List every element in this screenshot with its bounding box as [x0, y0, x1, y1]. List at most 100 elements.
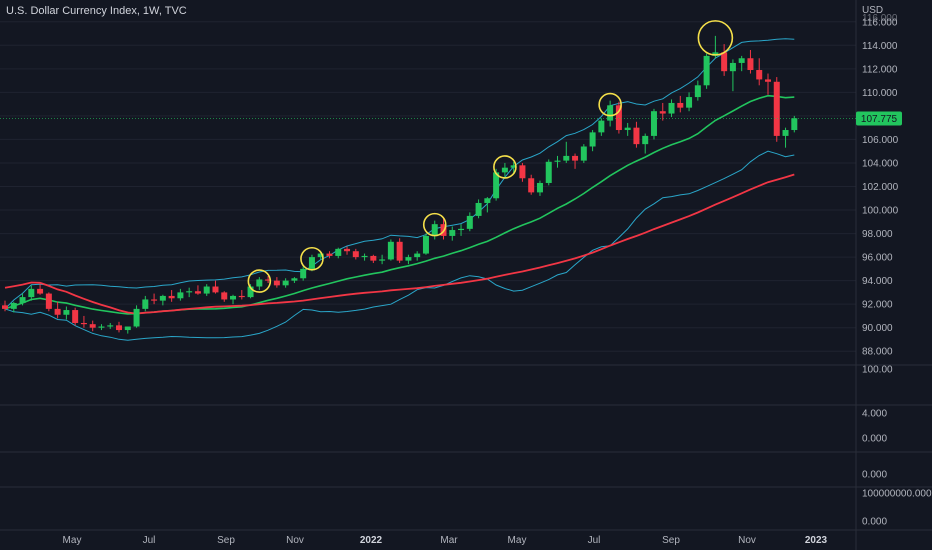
candle-body — [63, 310, 70, 315]
y-tick-label: 112.000 — [862, 64, 898, 75]
candle-body — [256, 279, 263, 287]
chart-title: U.S. Dollar Currency Index, 1W, TVC — [6, 5, 187, 17]
pane-axis-label: 0.000 — [862, 517, 887, 528]
candle-body — [19, 297, 26, 303]
highlight-circle — [493, 155, 517, 179]
candle-body — [28, 288, 35, 298]
candle-body — [186, 291, 193, 293]
candle-body — [536, 182, 543, 193]
candle-body — [431, 224, 438, 236]
highlight-circle — [598, 92, 622, 117]
candle-body — [72, 310, 79, 323]
candle-body — [142, 299, 149, 309]
candle-body — [519, 165, 526, 179]
x-tick-label: 2023 — [805, 535, 828, 546]
candle-body — [703, 55, 710, 86]
candle-body — [361, 255, 368, 258]
candle-body — [747, 58, 754, 71]
candle-body — [528, 178, 535, 193]
candle-body — [563, 155, 570, 161]
candle-body — [387, 241, 394, 260]
candle-body — [308, 257, 315, 269]
candle-body — [230, 295, 237, 300]
highlight-circle — [300, 246, 324, 271]
candle-body — [116, 325, 123, 331]
candle-body — [107, 325, 114, 327]
pane-axis-label: 4.000 — [862, 409, 887, 420]
x-tick-label: Jul — [143, 535, 156, 546]
candle-body — [352, 251, 359, 258]
candle-body — [168, 295, 175, 299]
candle-body — [159, 295, 166, 301]
candle-body — [624, 127, 631, 131]
candle-body — [37, 288, 44, 294]
candle-body — [414, 253, 421, 258]
candle-body — [633, 127, 640, 145]
candle-body — [764, 79, 771, 82]
candle-body — [124, 326, 131, 331]
y-tick-label: 98.000 — [862, 229, 893, 240]
candle-body — [694, 85, 701, 98]
y-tick-label: 94.000 — [862, 276, 893, 287]
candle-body — [151, 299, 158, 301]
candle-body — [326, 253, 333, 256]
candle-body — [379, 259, 386, 261]
candle-body — [194, 291, 201, 294]
candle-body — [650, 111, 657, 136]
highlight-circle — [697, 20, 734, 56]
candle-body — [589, 132, 596, 147]
candle-body — [177, 292, 184, 299]
y-tick-label: 114.000 — [862, 41, 898, 52]
candle-body — [344, 248, 351, 252]
pane-axis-label: 100000000.000 — [862, 489, 932, 500]
candle-body — [212, 286, 219, 293]
candle-body — [721, 52, 728, 72]
candle-body — [300, 268, 307, 279]
candle-body — [10, 302, 17, 309]
candle-body — [782, 130, 789, 136]
y-tick-label: 116.000 — [862, 17, 898, 28]
currency-label: USD — [862, 5, 883, 16]
highlight-circle — [247, 269, 272, 293]
candle-body — [580, 146, 587, 161]
y-tick-label: 90.000 — [862, 323, 893, 334]
x-tick-label: Mar — [440, 535, 458, 546]
candle-body — [2, 305, 8, 309]
grid — [0, 21, 856, 352]
candle-body — [291, 278, 298, 281]
candle-body — [265, 279, 272, 281]
candle-body — [221, 292, 228, 300]
x-tick-label: Nov — [738, 535, 756, 546]
candle-body — [80, 322, 87, 325]
bollinger-lower-line — [4, 150, 795, 341]
candle-body — [773, 81, 780, 136]
candle-body — [572, 155, 579, 161]
pane-axis-label: 0.000 — [862, 470, 887, 481]
x-tick-label: Nov — [286, 535, 304, 546]
y-tick-label: 102.000 — [862, 182, 899, 193]
y-tick-label: 104.000 — [862, 158, 899, 169]
candle-body — [458, 228, 465, 231]
candle-body — [98, 326, 105, 328]
candle-body — [466, 215, 473, 229]
candle-body — [282, 280, 289, 286]
bollinger-middle-line — [4, 94, 795, 315]
candle-body — [54, 308, 61, 315]
candle-body — [422, 235, 429, 254]
last-price-label: 107.775 — [861, 114, 898, 125]
y-tick-label: 92.000 — [862, 300, 893, 311]
pane-axis-label: 100.00 — [862, 365, 893, 376]
candle-body — [686, 97, 693, 108]
candle-body — [484, 198, 491, 203]
candle-body — [729, 62, 736, 72]
last-price-badge — [856, 111, 902, 126]
candle-body — [405, 257, 412, 261]
y-tick-label: 110.000 — [862, 88, 898, 99]
x-tick-label: May — [63, 535, 82, 546]
candle-body — [510, 165, 517, 168]
candle-body — [45, 293, 52, 309]
candle-body — [247, 286, 254, 298]
candle-body — [668, 102, 675, 114]
x-tick-label: Jul — [588, 535, 601, 546]
